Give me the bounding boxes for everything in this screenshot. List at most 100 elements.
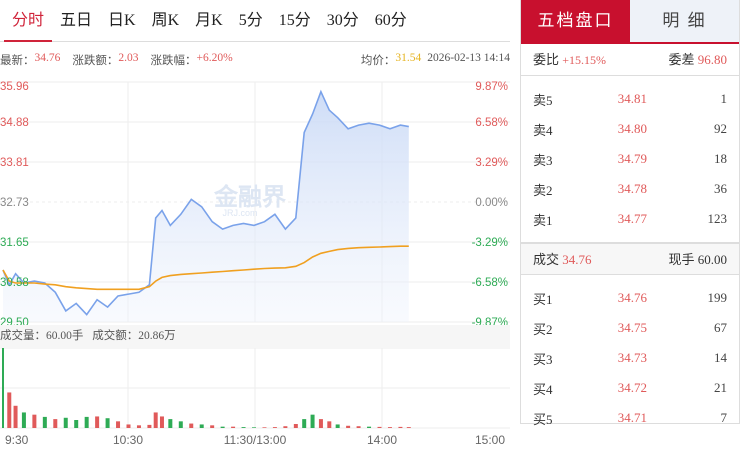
x-tick-label: 9:30 xyxy=(5,433,29,447)
tab-period[interactable]: 日K xyxy=(108,11,136,29)
volume-bar xyxy=(153,412,158,428)
level-volume: 18 xyxy=(714,151,727,166)
volume-info: 成交量：60.00手 成交额：20.86万 xyxy=(0,325,510,347)
level-volume: 1 xyxy=(720,91,728,106)
tab-order-book[interactable]: 五档盘口 xyxy=(521,0,630,42)
datetime: 2026-02-13 14:14 xyxy=(427,52,510,64)
level-label: 卖1 xyxy=(533,212,553,228)
volume-bar xyxy=(310,414,315,428)
wc-value: 96.80 xyxy=(697,52,727,67)
tab-period[interactable]: 5分 xyxy=(238,11,263,29)
level-volume: 67 xyxy=(714,320,727,335)
tab-period[interactable]: 五日 xyxy=(60,11,93,29)
volume-bar xyxy=(356,426,361,428)
y-tick-label: 32.73 xyxy=(0,197,29,209)
avg-line xyxy=(2,245,409,291)
sell-levels: 卖5 34.81 1 卖4 34.80 92 卖3 34.79 18 卖2 34.78 36 卖1 34.… xyxy=(521,76,739,243)
x-tick-label: 10:30 xyxy=(113,433,143,447)
sell-level-row: 卖1 34.77 123 xyxy=(521,204,739,234)
volume-bar xyxy=(7,392,12,428)
latest-value: 34.76 xyxy=(34,52,61,64)
amt-value: 20.86万 xyxy=(138,330,176,342)
order-book-panel: 五档盘口 明 细 委比 +15.15% 委差 96.80 卖5 34.81 1 卖4 3… xyxy=(520,0,740,427)
level-label: 买2 xyxy=(533,321,553,337)
buy-level-row: 买1 34.76 199 xyxy=(521,283,739,313)
level-volume: 123 xyxy=(707,211,728,226)
level-volume: 21 xyxy=(714,380,727,395)
level-price: 34.81 xyxy=(617,91,647,106)
tab-details[interactable]: 明 细 xyxy=(630,0,739,42)
x-tick-label: 14:00 xyxy=(367,433,397,447)
level-label: 卖2 xyxy=(533,182,553,198)
level-label: 买4 xyxy=(533,381,553,397)
volume-bar xyxy=(252,427,256,428)
pct-label: 涨跌幅： xyxy=(150,55,197,67)
sell-level-row: 卖2 34.78 36 xyxy=(521,174,739,204)
y-tick-label: 35.96 xyxy=(0,81,29,93)
volume-bar xyxy=(199,424,204,428)
y-tick-label: 33.81 xyxy=(0,157,29,169)
vol-value: 60.00手 xyxy=(46,330,84,342)
level-volume: 199 xyxy=(707,290,728,305)
tab-period[interactable]: 周K xyxy=(151,11,180,29)
avg-label: 均价： xyxy=(360,55,396,67)
volume-bar xyxy=(42,416,47,428)
buy-level-row: 买2 34.75 67 xyxy=(521,313,739,343)
volume-bar xyxy=(74,420,79,428)
pct-tick-label: -6.58% xyxy=(472,277,508,289)
level-price: 34.79 xyxy=(617,151,647,166)
avg-value: 31.54 xyxy=(395,52,422,64)
level-price: 34.78 xyxy=(617,181,647,196)
hand-label: 现手 xyxy=(668,252,695,267)
volume-bar xyxy=(283,426,288,428)
volume-bar xyxy=(302,419,307,428)
latest-label: 最新： xyxy=(0,55,35,67)
level-volume: 7 xyxy=(720,410,728,425)
watermark-logo: JRJ.com xyxy=(222,208,257,218)
buy-levels: 买1 34.76 199 买2 34.75 67 买3 34.73 14 买4 34.72 21 买5 3… xyxy=(521,275,739,441)
level-label: 买1 xyxy=(533,291,553,307)
level-price: 34.80 xyxy=(617,121,647,136)
sell-level-row: 卖3 34.79 18 xyxy=(521,144,739,174)
level-volume: 36 xyxy=(714,181,727,196)
volume-bar xyxy=(406,427,411,428)
y-tick-label: 34.88 xyxy=(0,117,29,129)
volume-bar xyxy=(136,425,141,428)
volume-bar xyxy=(318,419,323,428)
level-label: 卖3 xyxy=(533,152,553,168)
amt-label: 成交额： xyxy=(92,330,139,342)
volume-bar xyxy=(210,425,215,428)
volume-bar xyxy=(231,426,236,428)
volume-bar xyxy=(116,421,121,428)
deal-value: 34.76 xyxy=(562,252,592,267)
volume-bar xyxy=(346,425,351,428)
price-line xyxy=(2,89,409,316)
sell-level-row: 卖4 34.80 92 xyxy=(521,114,739,144)
y-tick-label: 31.65 xyxy=(0,237,29,249)
deal-summary: 成交 34.76 现手 60.00 xyxy=(521,243,739,275)
level-price: 34.71 xyxy=(617,410,647,425)
change-label: 涨跌额： xyxy=(72,55,119,67)
volume-bar xyxy=(21,412,26,428)
level-price: 34.75 xyxy=(617,320,647,335)
sell-level-row: 卖5 34.81 1 xyxy=(521,84,739,114)
tab-period[interactable]: 分时 xyxy=(4,0,53,42)
tab-period[interactable]: 30分 xyxy=(326,11,359,29)
volume-bar xyxy=(32,414,37,428)
x-tick-label: 11:30/13:00 xyxy=(224,433,287,447)
tab-period[interactable]: 月K xyxy=(195,11,223,29)
volume-bar xyxy=(168,419,173,428)
pct-tick-label: 9.87% xyxy=(475,81,508,93)
volume-bar xyxy=(63,417,68,428)
tab-period[interactable]: 15分 xyxy=(278,11,311,29)
volume-bar xyxy=(84,416,89,428)
level-label: 卖5 xyxy=(533,92,553,108)
level-volume: 92 xyxy=(714,121,727,136)
tab-period[interactable]: 60分 xyxy=(374,11,407,29)
volume-bar xyxy=(105,418,110,428)
quote-info: 最新： 34.76 涨跌额： 2.03 涨跌幅： +6.20% 均价： 31.5… xyxy=(0,52,510,68)
level-label: 卖4 xyxy=(533,122,553,138)
price-area xyxy=(3,91,409,322)
level-price: 34.77 xyxy=(617,211,647,226)
